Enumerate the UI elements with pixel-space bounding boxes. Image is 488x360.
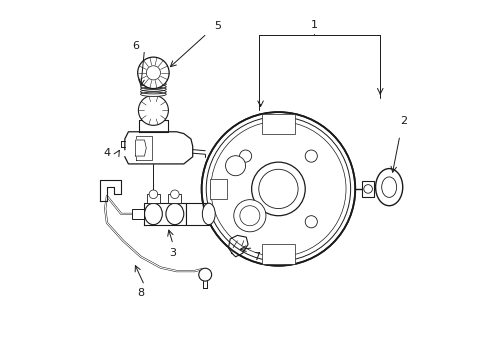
Circle shape (170, 190, 179, 199)
Polygon shape (228, 235, 247, 257)
Circle shape (251, 162, 305, 216)
Text: 8: 8 (137, 288, 144, 297)
Text: 4: 4 (103, 148, 110, 158)
Polygon shape (135, 136, 151, 159)
Ellipse shape (140, 92, 166, 96)
Bar (147, 194, 160, 203)
Ellipse shape (202, 203, 215, 225)
Text: 2: 2 (399, 116, 406, 126)
Ellipse shape (140, 82, 166, 86)
Ellipse shape (144, 203, 162, 225)
Circle shape (233, 200, 265, 232)
Ellipse shape (381, 177, 396, 197)
Polygon shape (144, 203, 185, 225)
Circle shape (305, 150, 317, 162)
Text: 6: 6 (132, 41, 139, 51)
Circle shape (138, 95, 168, 125)
Bar (185, 203, 208, 225)
Bar (262, 114, 294, 134)
Text: 1: 1 (310, 19, 317, 30)
Polygon shape (124, 132, 192, 164)
Circle shape (305, 216, 317, 228)
Circle shape (198, 268, 211, 281)
Circle shape (138, 57, 169, 89)
Bar (132, 208, 144, 219)
Polygon shape (135, 140, 146, 156)
Bar (361, 181, 373, 197)
Bar (209, 179, 227, 199)
Text: 7: 7 (253, 252, 260, 262)
Bar (168, 194, 181, 203)
Ellipse shape (165, 203, 183, 225)
Circle shape (225, 156, 245, 176)
Circle shape (201, 112, 354, 266)
Ellipse shape (375, 168, 402, 206)
Bar (262, 244, 294, 264)
Polygon shape (100, 180, 121, 202)
Text: 5: 5 (214, 21, 221, 31)
Circle shape (239, 216, 251, 228)
Text: 3: 3 (169, 248, 176, 258)
Circle shape (239, 150, 251, 162)
Circle shape (149, 190, 157, 199)
Polygon shape (139, 120, 167, 132)
Circle shape (363, 185, 372, 193)
